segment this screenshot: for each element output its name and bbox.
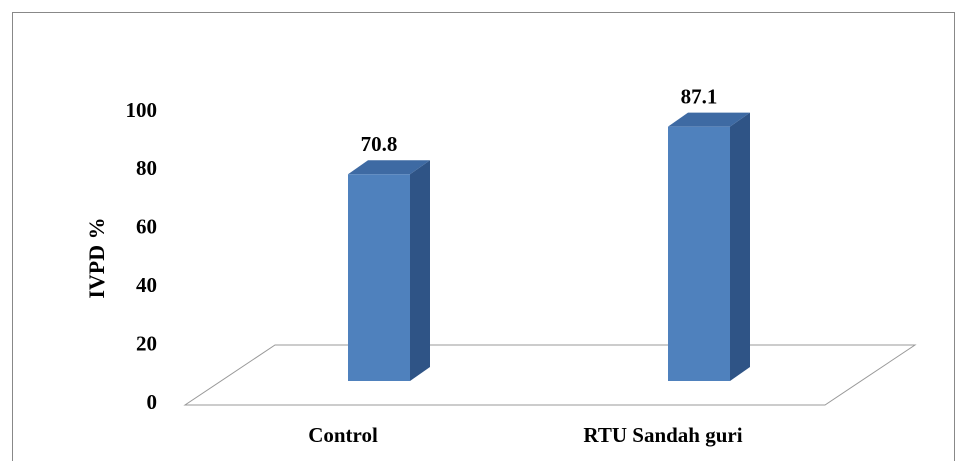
bar-top <box>668 112 750 127</box>
value-label: 87.1 <box>681 84 718 108</box>
bar <box>668 126 730 381</box>
bar-top <box>348 160 430 175</box>
y-axis-label: IVPD % <box>84 217 109 298</box>
y-tick-label: 60 <box>136 215 157 239</box>
floor <box>183 344 917 406</box>
bar-side <box>410 160 430 381</box>
chart-frame <box>12 12 955 461</box>
y-tick-label: 0 <box>147 390 158 414</box>
value-label: 70.8 <box>361 132 398 156</box>
bar-side <box>730 112 750 381</box>
x-tick-label: RTU Sandah guri <box>583 423 742 447</box>
y-tick-label: 80 <box>136 156 157 180</box>
y-tick-label: 20 <box>136 331 157 355</box>
y-tick-label: 40 <box>136 273 157 297</box>
x-tick-label: Control <box>308 423 378 447</box>
bar <box>348 174 410 381</box>
y-tick-label: 100 <box>126 98 158 122</box>
